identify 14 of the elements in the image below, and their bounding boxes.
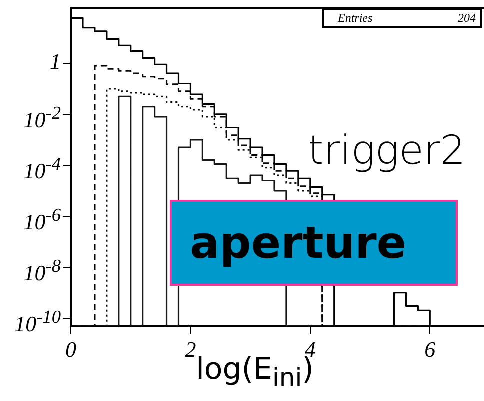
y-tick-label: 10$^{-2}$ [24, 102, 61, 134]
y-tick-label: 10$^{-4}$ [24, 153, 61, 185]
annotation: Entries [338, 11, 373, 26]
annotation: trigger2 [308, 128, 466, 174]
annotation: aperture [170, 200, 458, 286]
x-tick-label: 0 [66, 336, 76, 362]
stats-box: Entries 204 [322, 8, 482, 28]
x-tick-label: 2 [185, 336, 196, 362]
y-tick-label: 10$^{-10}$ [14, 306, 61, 338]
x-tick-label: 6 [424, 336, 436, 362]
annotation: 204 [458, 11, 476, 26]
y-tick-label: 1 [50, 49, 61, 76]
y-tick-label: 10$^{-6}$ [24, 204, 61, 236]
y-tick-label: 10$^{-8}$ [24, 255, 61, 287]
